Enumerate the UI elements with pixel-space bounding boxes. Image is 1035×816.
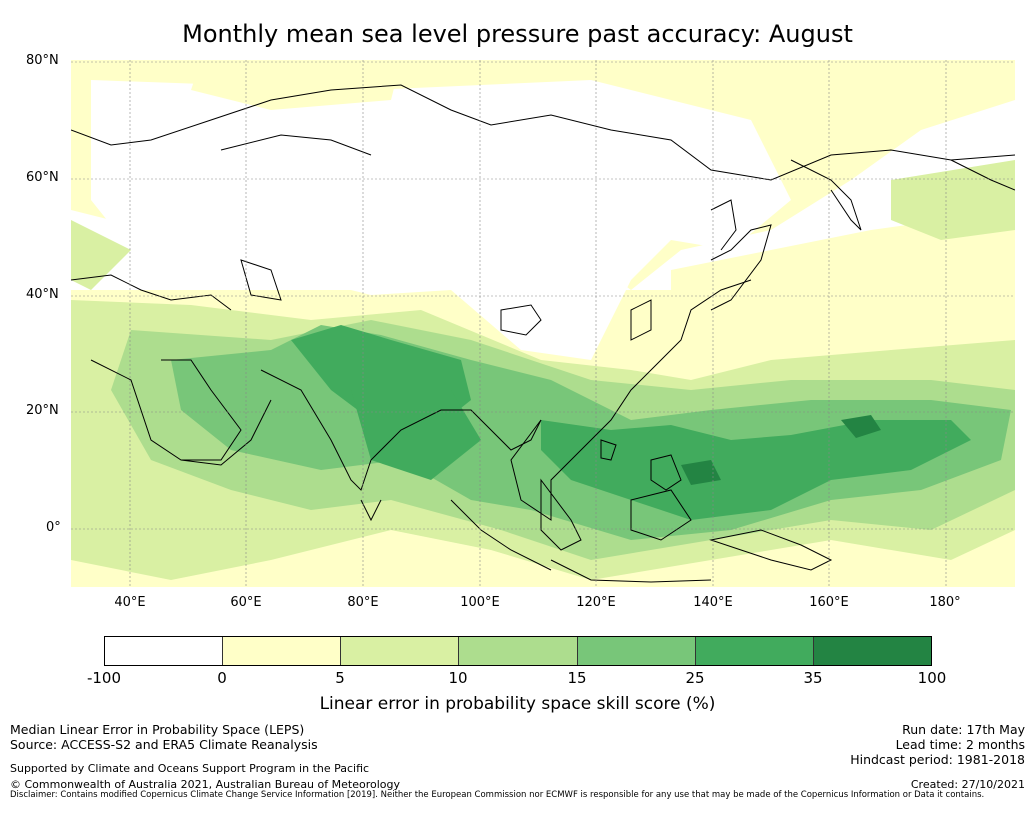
skill-band-neg [91, 60, 791, 360]
colorbar-segment [813, 637, 931, 665]
footer-support: Supported by Climate and Oceans Support … [10, 762, 370, 775]
colorbar-segment [223, 637, 342, 665]
hindcast-period: Hindcast period: 1981-2018 [850, 752, 1025, 767]
colorbar-tick: 0 [217, 669, 227, 687]
colorbar-tick: 35 [803, 669, 823, 687]
lat-label-0: 0° [46, 520, 61, 535]
lat-label-80n: 80°N [26, 53, 59, 68]
lon-label-100e: 100°E [460, 595, 500, 610]
colorbar-segment [577, 637, 696, 665]
coastlines [71, 84, 1015, 583]
footer-source: Source: ACCESS-S2 and ERA5 Climate Reana… [10, 737, 318, 752]
lon-label-40e: 40°E [114, 595, 146, 610]
colorbar-tick: 5 [335, 669, 345, 687]
lon-label-160e: 160°E [809, 595, 849, 610]
lon-label-140e: 140°E [693, 595, 733, 610]
colorbar-segment [341, 637, 460, 665]
graticule [71, 60, 1015, 587]
footer-disclaimer: Disclaimer: Contains modified Copernicus… [10, 790, 985, 800]
skill-band-25-35 [291, 325, 971, 520]
run-date: Run date: 17th May [902, 722, 1025, 737]
colorbar-segment [105, 637, 224, 665]
footer-right-block: Run date: 17th May Lead time: 2 months H… [850, 722, 1025, 767]
colorbar [104, 636, 932, 666]
colorbar-segment [695, 637, 814, 665]
lon-label-120e: 120°E [576, 595, 616, 610]
colorbar-tick: 15 [567, 669, 587, 687]
colorbar-tick: -100 [86, 669, 122, 687]
footer-copyright: © Commonwealth of Australia 2021, Austra… [10, 778, 400, 791]
colorbar-segment [459, 637, 578, 665]
map-title: Monthly mean sea level pressure past acc… [182, 20, 853, 48]
colorbar-tick: 100 [917, 669, 947, 687]
map-canvas [71, 60, 1015, 587]
colorbar-tick: 25 [685, 669, 705, 687]
footer-left-block: Median Linear Error in Probability Space… [10, 722, 318, 752]
lat-label-40n: 40°N [26, 287, 59, 302]
lat-label-60n: 60°N [26, 170, 59, 185]
lat-label-20n: 20°N [26, 403, 59, 418]
lon-label-180: 180° [929, 595, 961, 610]
colorbar-tick: 10 [448, 669, 468, 687]
lead-time: Lead time: 2 months [895, 737, 1025, 752]
footer-method: Median Linear Error in Probability Space… [10, 722, 305, 737]
skill-score-map [71, 60, 1015, 587]
lon-label-60e: 60°E [230, 595, 262, 610]
skill-band-35-100 [681, 415, 881, 485]
lon-label-80e: 80°E [347, 595, 379, 610]
colorbar-title: Linear error in probability space skill … [319, 694, 716, 714]
created-date: Created: 27/10/2021 [910, 778, 1025, 791]
